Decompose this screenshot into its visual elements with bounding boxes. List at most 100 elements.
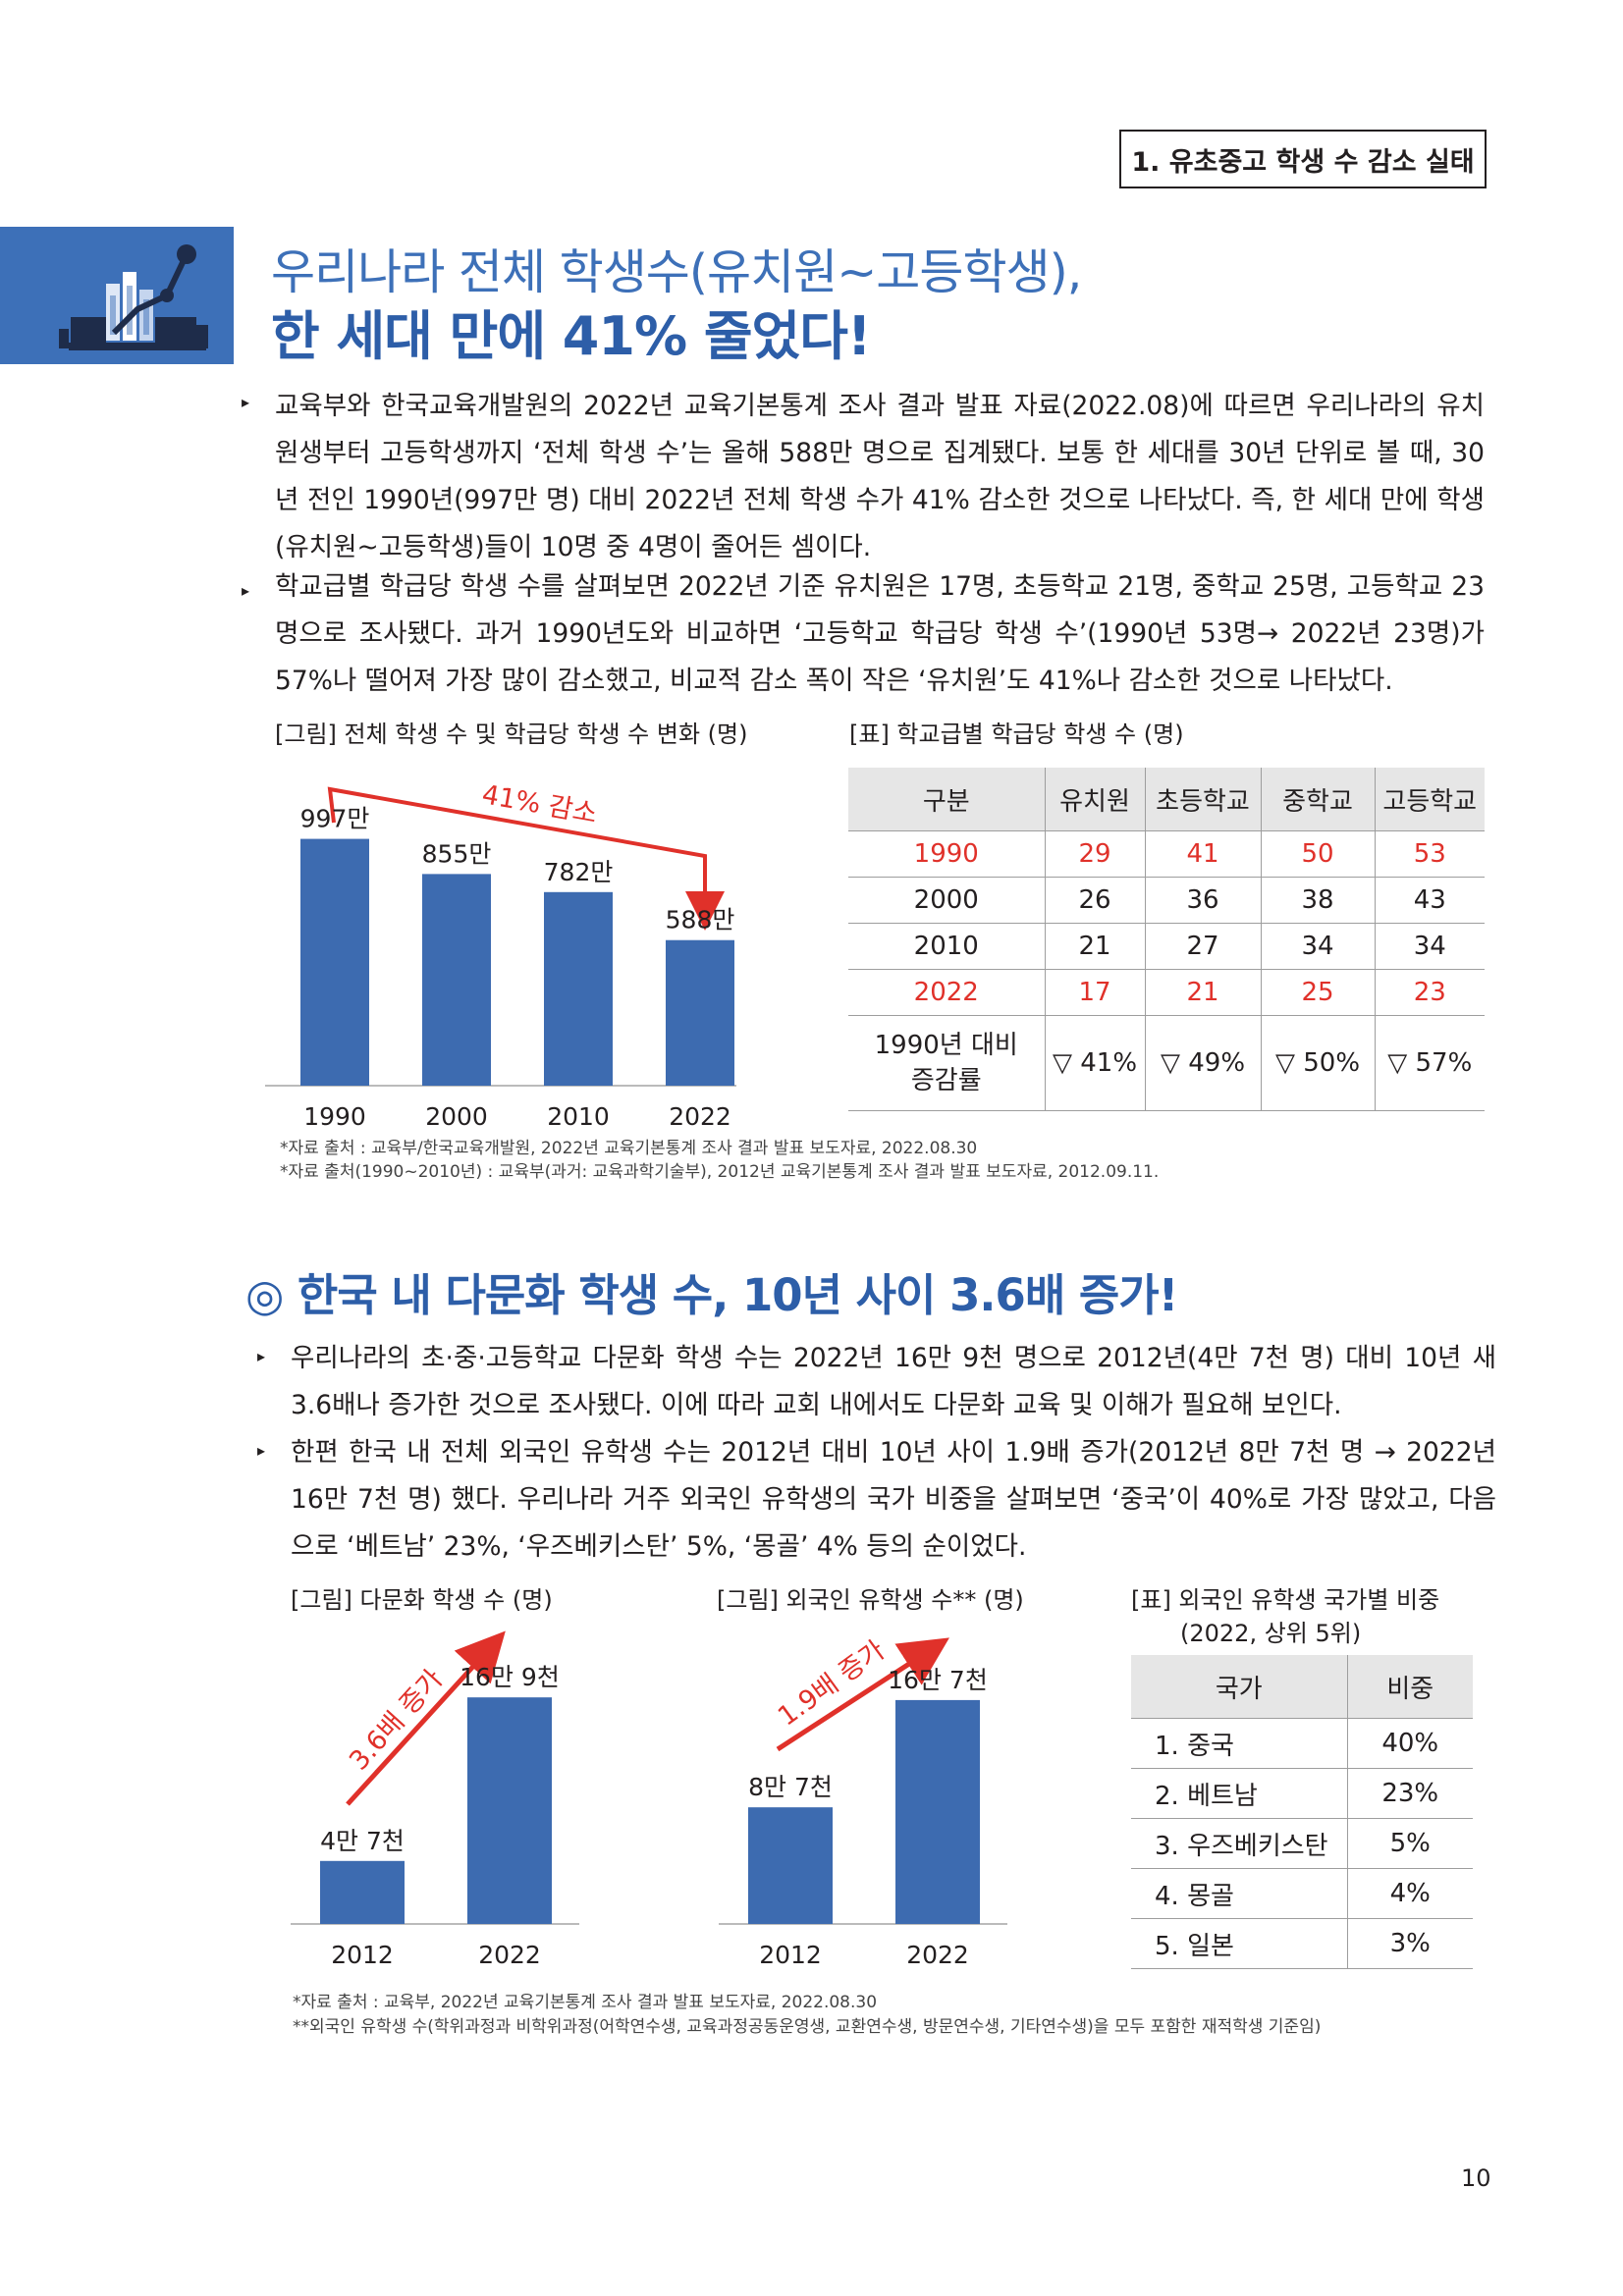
figure-caption-students: [그림] 전체 학생 수 및 학급당 학생 수 변화 (명) bbox=[275, 721, 748, 748]
table-cell: 5. 일본 bbox=[1131, 1918, 1347, 1969]
table-header-cell: 초등학교 bbox=[1144, 768, 1261, 831]
multicultural-students-chart: 3.6배 증가 4만 7천 2012 16만 9천 2022 bbox=[291, 1630, 579, 1969]
x-tick-label: 2022 bbox=[669, 1102, 731, 1129]
x-tick-label: 1990 bbox=[303, 1102, 366, 1129]
table-caption-class-size: [표] 학교급별 학급당 학생 수 (명) bbox=[849, 721, 1184, 748]
table-header-row: 구분 유치원 초등학교 중학교 고등학교 bbox=[848, 768, 1485, 831]
source-note: *자료 출처 : 교육부/한국교육개발원, 2022년 교육기본통계 조사 결과… bbox=[280, 1139, 978, 1158]
table-cell: 3% bbox=[1346, 1918, 1473, 1969]
table-row: 5. 일본 3% bbox=[1131, 1918, 1473, 1969]
table-row: 2022 17 21 25 23 bbox=[848, 969, 1485, 1016]
table-cell: ▽ 41% bbox=[1044, 1015, 1145, 1111]
table-cell: 1. 중국 bbox=[1131, 1718, 1347, 1769]
bar-value-label: 8만 7천 bbox=[748, 1773, 833, 1801]
table-header-cell: 국가 bbox=[1131, 1655, 1347, 1719]
table-cell: 25 bbox=[1260, 969, 1375, 1016]
table-cell: 4. 몽골 bbox=[1131, 1868, 1347, 1919]
country-share-table: 국가 비중 1. 중국 40% 2. 베트남 23% 3. 우즈베키스탄 5% … bbox=[1131, 1655, 1473, 1969]
bar-value-label: 16만 7천 bbox=[888, 1666, 988, 1694]
table-cell: 53 bbox=[1374, 830, 1485, 878]
source-note: *자료 출처(1990~2010년) : 교육부(과거: 교육과학기술부), 2… bbox=[280, 1162, 1160, 1182]
bar-value-label: 782만 bbox=[544, 858, 614, 886]
table-cell: 2022 bbox=[848, 969, 1045, 1016]
bar-value-label: 16만 9천 bbox=[460, 1663, 560, 1691]
table-cell: 34 bbox=[1374, 923, 1485, 970]
table-cell: 50 bbox=[1260, 830, 1375, 878]
x-tick-label: 2022 bbox=[906, 1941, 969, 1969]
bar-value-label: 588만 bbox=[666, 906, 735, 934]
table-cell: 4% bbox=[1346, 1868, 1473, 1919]
table-cell: 2000 bbox=[848, 877, 1045, 924]
figure-caption-foreign-students: [그림] 외국인 유학생 수** (명) bbox=[717, 1586, 1024, 1614]
table-cell: 5% bbox=[1346, 1818, 1473, 1869]
table-cell: 1990년 대비 증감률 bbox=[848, 1015, 1045, 1111]
table-header-cell: 비중 bbox=[1346, 1655, 1473, 1719]
table-cell: 17 bbox=[1044, 969, 1145, 1016]
source-note: *자료 출처 : 교육부, 2022년 교육기본통계 조사 결과 발표 보도자료… bbox=[293, 1993, 878, 2012]
table-caption-countries-sub: (2022, 상위 5위) bbox=[1180, 1620, 1362, 1647]
table-cell: 21 bbox=[1144, 969, 1261, 1016]
table-cell: 38 bbox=[1260, 877, 1375, 924]
bar-value-label: 997만 bbox=[300, 805, 370, 833]
section-tag: 1. 유초중고 학생 수 감소 실태 bbox=[1119, 130, 1487, 188]
table-cell: 34 bbox=[1260, 923, 1375, 970]
x-tick-label: 2022 bbox=[478, 1941, 541, 1969]
table-row: 1990 29 41 50 53 bbox=[848, 830, 1485, 878]
bullet-marker-icon: ▸ bbox=[257, 1441, 266, 1460]
table-cell: 23 bbox=[1374, 969, 1485, 1016]
figure-caption-multicultural: [그림] 다문화 학생 수 (명) bbox=[291, 1586, 553, 1614]
table-cell: ▽ 50% bbox=[1260, 1015, 1375, 1111]
bullet-marker-icon: ▸ bbox=[242, 393, 250, 411]
foreign-students-chart: 1.9배 증가 8만 7천 2012 16만 7천 2022 bbox=[719, 1635, 1007, 1969]
table-row: 3. 우즈베키스탄 5% bbox=[1131, 1818, 1473, 1869]
section2-heading: ◎ 한국 내 다문화 학생 수, 10년 사이 3.6배 증가! bbox=[245, 1269, 1178, 1321]
table-cell: 26 bbox=[1044, 877, 1145, 924]
table-cell: 3. 우즈베키스탄 bbox=[1131, 1818, 1347, 1869]
table-row: 2010 21 27 34 34 bbox=[848, 923, 1485, 970]
table-cell: 2. 베트남 bbox=[1131, 1768, 1347, 1819]
chart3-annotation: 1.9배 증가 bbox=[773, 1635, 891, 1733]
table-cell: 27 bbox=[1144, 923, 1261, 970]
table-cell: 29 bbox=[1044, 830, 1145, 878]
table-caption-countries: [표] 외국인 유학생 국가별 비중 bbox=[1131, 1586, 1440, 1614]
bar-2012 bbox=[320, 1860, 405, 1924]
table-cell: 41 bbox=[1144, 830, 1261, 878]
bar-2012 bbox=[748, 1807, 833, 1924]
page-title-line2: 한 세대 만에 41% 줄었다! bbox=[271, 305, 872, 367]
table-row: 1. 중국 40% bbox=[1131, 1718, 1473, 1769]
table-header-cell: 고등학교 bbox=[1374, 768, 1485, 831]
section1-paragraph-1: 교육부와 한국교육개발원의 2022년 교육기본통계 조사 결과 발표 자료(2… bbox=[275, 391, 1485, 562]
change-label-line2: 증감률 bbox=[910, 1066, 982, 1095]
page-title-line1: 우리나라 전체 학생수(유치원~고등학생), bbox=[271, 244, 1082, 300]
bar-value-label: 855만 bbox=[422, 839, 492, 868]
table-header-cell: 구분 bbox=[848, 768, 1045, 831]
table-row-change: 1990년 대비 증감률 ▽ 41% ▽ 49% ▽ 50% ▽ 57% bbox=[848, 1015, 1485, 1111]
x-tick-label: 2012 bbox=[759, 1941, 822, 1969]
table-row: 2. 베트남 23% bbox=[1131, 1768, 1473, 1819]
class-size-table: 구분 유치원 초등학교 중학교 고등학교 1990 29 41 50 53 20… bbox=[848, 768, 1485, 1111]
source-note: **외국인 유학생 수(학위과정과 비학위과정(어학연수생, 교육과정공동운영생… bbox=[293, 2017, 1322, 2037]
bar-2000 bbox=[422, 874, 491, 1086]
bar-2022 bbox=[666, 939, 734, 1086]
section1-paragraph-2: 학교급별 학급당 학생 수를 살펴보면 2022년 기준 유치원은 17명, 초… bbox=[275, 571, 1485, 696]
table-header-cell: 중학교 bbox=[1260, 768, 1375, 831]
table-cell: 23% bbox=[1346, 1768, 1473, 1819]
page-number: 10 bbox=[1461, 2164, 1491, 2192]
table-row: 4. 몽골 4% bbox=[1131, 1868, 1473, 1919]
bar-value-label: 4만 7천 bbox=[320, 1827, 405, 1855]
table-cell: 2010 bbox=[848, 923, 1045, 970]
bullet-marker-icon: ▸ bbox=[257, 1347, 266, 1365]
table-cell: 21 bbox=[1044, 923, 1145, 970]
table-cell: 36 bbox=[1144, 877, 1261, 924]
table-cell: 40% bbox=[1346, 1718, 1473, 1769]
x-tick-label: 2000 bbox=[425, 1102, 488, 1129]
table-row: 2000 26 36 38 43 bbox=[848, 877, 1485, 924]
chart-illustration-icon bbox=[0, 227, 234, 364]
bullet-marker-icon: ▸ bbox=[242, 581, 250, 600]
change-label-line1: 1990년 대비 bbox=[874, 1031, 1018, 1060]
bar-1990 bbox=[300, 838, 369, 1086]
total-students-chart: 41% 감소 997만 1990 855만 2000 782만 2010 588만 2022 bbox=[265, 779, 736, 1129]
section2-paragraph-1: 우리나라의 초·중·고등학교 다문화 학생 수는 2022년 16만 9천 명으… bbox=[291, 1343, 1496, 1420]
table-cell: 1990 bbox=[848, 830, 1045, 878]
bar-2022 bbox=[895, 1699, 980, 1924]
